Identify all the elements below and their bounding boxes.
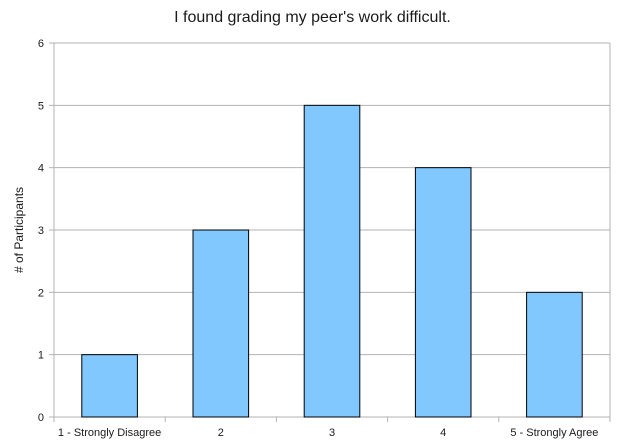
axes: 0 1 2 3 4 5 6 1 - Strongly Disagree 2 3 4 5 - Stron…	[38, 38, 611, 439]
x-tick-label: 2	[218, 427, 224, 439]
chart-title: I found grading my peer's work difficult…	[174, 9, 451, 26]
bar	[526, 291, 583, 418]
bar	[303, 104, 361, 418]
y-tick-label: 4	[38, 163, 44, 175]
bar	[414, 167, 472, 418]
y-tick-label: 0	[38, 412, 44, 424]
y-tick-label: 3	[38, 225, 44, 237]
y-axis-title: # of Participants	[12, 187, 26, 273]
x-tick-label: 1 - Strongly Disagree	[58, 427, 161, 439]
x-tick-label: 3	[329, 427, 335, 439]
bar	[81, 354, 138, 418]
y-tick-label: 5	[38, 100, 44, 112]
bar	[192, 229, 250, 418]
y-tick-label: 2	[38, 287, 44, 299]
x-tick-label: 5 - Strongly Agree	[510, 427, 598, 439]
y-tick-label: 1	[38, 350, 44, 362]
x-tick-label: 4	[440, 427, 446, 439]
y-tick-label: 6	[38, 38, 44, 50]
bars	[81, 104, 583, 418]
